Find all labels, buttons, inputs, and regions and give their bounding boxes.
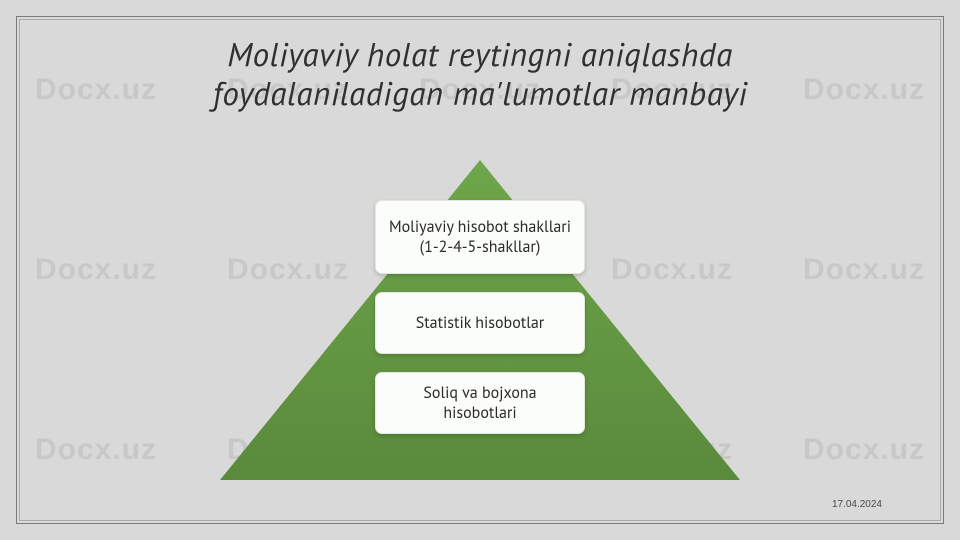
- pyramid-boxes: Moliyaviy hisobot shakllari (1-2-4-5-sha…: [220, 160, 740, 480]
- slide-date: 17.04.2024: [832, 499, 882, 510]
- pyramid-item-1: Moliyaviy hisobot shakllari (1-2-4-5-sha…: [375, 200, 585, 274]
- slide-content: Moliyaviy holat reytingni aniqlashda foy…: [0, 0, 960, 540]
- title-line-1: Moliyaviy holat reytingni aniqlashda: [227, 33, 732, 76]
- pyramid-diagram: Moliyaviy hisobot shakllari (1-2-4-5-sha…: [220, 160, 740, 480]
- pyramid-item-3-label: Soliq va bojxona hisobotlari: [386, 383, 574, 423]
- slide-title: Moliyaviy holat reytingni aniqlashda foy…: [0, 0, 960, 114]
- pyramid-item-2: Statistik hisobotlar: [375, 292, 585, 354]
- pyramid-item-1-label: Moliyaviy hisobot shakllari (1-2-4-5-sha…: [386, 217, 574, 257]
- pyramid-item-3: Soliq va bojxona hisobotlari: [375, 372, 585, 434]
- title-line-2: foydalaniladigan ma'lumotlar manbayi: [213, 72, 748, 115]
- pyramid-item-2-label: Statistik hisobotlar: [416, 313, 545, 333]
